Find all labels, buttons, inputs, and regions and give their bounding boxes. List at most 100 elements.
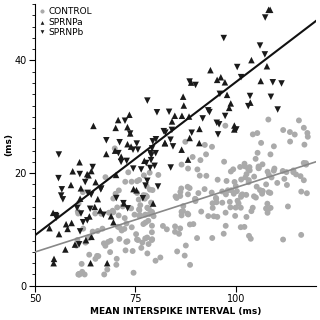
Point bbox=[70, 169, 75, 174]
Point bbox=[129, 206, 134, 211]
Point bbox=[131, 147, 136, 152]
Point bbox=[108, 250, 113, 255]
Point bbox=[248, 236, 253, 241]
Point bbox=[56, 176, 61, 181]
Point bbox=[111, 210, 116, 215]
Point bbox=[238, 194, 244, 199]
Point bbox=[87, 235, 92, 240]
Point bbox=[180, 94, 186, 99]
Point bbox=[59, 187, 64, 192]
Point bbox=[287, 130, 292, 135]
Point bbox=[244, 214, 249, 220]
Point bbox=[110, 208, 115, 213]
Point bbox=[190, 155, 195, 160]
Point bbox=[246, 166, 251, 172]
Point bbox=[156, 184, 161, 189]
Point bbox=[100, 226, 105, 231]
Point bbox=[54, 215, 59, 220]
Point bbox=[140, 196, 145, 201]
Point bbox=[256, 164, 261, 169]
Point bbox=[124, 158, 129, 164]
Point bbox=[211, 214, 216, 219]
Point bbox=[192, 196, 197, 201]
Point bbox=[148, 165, 153, 171]
Point bbox=[123, 248, 128, 253]
Point bbox=[150, 139, 155, 144]
Point bbox=[268, 205, 273, 211]
Point bbox=[125, 239, 130, 244]
Point bbox=[220, 200, 225, 205]
Point bbox=[221, 159, 227, 164]
Point bbox=[186, 157, 191, 162]
Point bbox=[93, 180, 98, 185]
Point bbox=[247, 93, 252, 99]
Point bbox=[252, 174, 257, 179]
Point bbox=[131, 187, 136, 192]
Point bbox=[238, 225, 243, 230]
Point bbox=[263, 15, 268, 20]
Point bbox=[138, 212, 143, 218]
Point bbox=[198, 157, 203, 163]
Point bbox=[69, 220, 74, 226]
Point bbox=[89, 234, 94, 239]
Point bbox=[246, 104, 251, 109]
Point bbox=[114, 262, 119, 267]
Point bbox=[121, 201, 126, 206]
Point bbox=[116, 224, 121, 229]
Point bbox=[196, 190, 201, 196]
Point bbox=[147, 212, 152, 217]
Point bbox=[200, 116, 205, 121]
Point bbox=[137, 213, 142, 218]
Point bbox=[210, 236, 215, 241]
Point bbox=[65, 226, 70, 231]
Point bbox=[76, 272, 81, 277]
Point bbox=[227, 199, 232, 204]
Point bbox=[143, 220, 148, 225]
Point bbox=[231, 167, 236, 172]
Point bbox=[209, 190, 214, 195]
Point bbox=[144, 194, 149, 199]
Point bbox=[94, 253, 100, 259]
Point bbox=[268, 7, 273, 12]
Point bbox=[246, 233, 252, 238]
Point bbox=[88, 260, 93, 266]
Point bbox=[218, 75, 223, 80]
Point bbox=[187, 79, 192, 84]
Point bbox=[130, 248, 135, 253]
Point bbox=[90, 164, 95, 170]
Point bbox=[151, 214, 156, 219]
Point bbox=[104, 151, 109, 156]
Point bbox=[151, 201, 156, 206]
Point bbox=[132, 212, 137, 217]
Point bbox=[249, 58, 254, 63]
Point bbox=[172, 113, 177, 118]
Point bbox=[299, 189, 304, 194]
Point bbox=[265, 169, 270, 174]
Point bbox=[127, 112, 132, 117]
Point bbox=[141, 193, 146, 198]
Point bbox=[72, 242, 77, 247]
Point bbox=[239, 177, 244, 182]
Point bbox=[186, 212, 191, 217]
Point bbox=[143, 236, 148, 241]
Point bbox=[234, 127, 239, 132]
Point bbox=[113, 125, 118, 131]
Point bbox=[98, 187, 103, 192]
Point bbox=[173, 194, 178, 199]
Point bbox=[149, 237, 155, 242]
Point bbox=[168, 165, 173, 170]
Point bbox=[266, 190, 271, 195]
Point bbox=[253, 156, 258, 161]
Point bbox=[137, 208, 142, 213]
Point bbox=[139, 245, 144, 251]
Point bbox=[145, 251, 150, 256]
Point bbox=[87, 214, 92, 219]
Point bbox=[271, 168, 276, 173]
Point bbox=[210, 205, 215, 211]
Point bbox=[232, 127, 237, 132]
Point bbox=[82, 272, 87, 277]
Point bbox=[239, 193, 244, 198]
Point bbox=[169, 127, 174, 132]
Point bbox=[101, 241, 107, 246]
Point bbox=[114, 196, 119, 201]
